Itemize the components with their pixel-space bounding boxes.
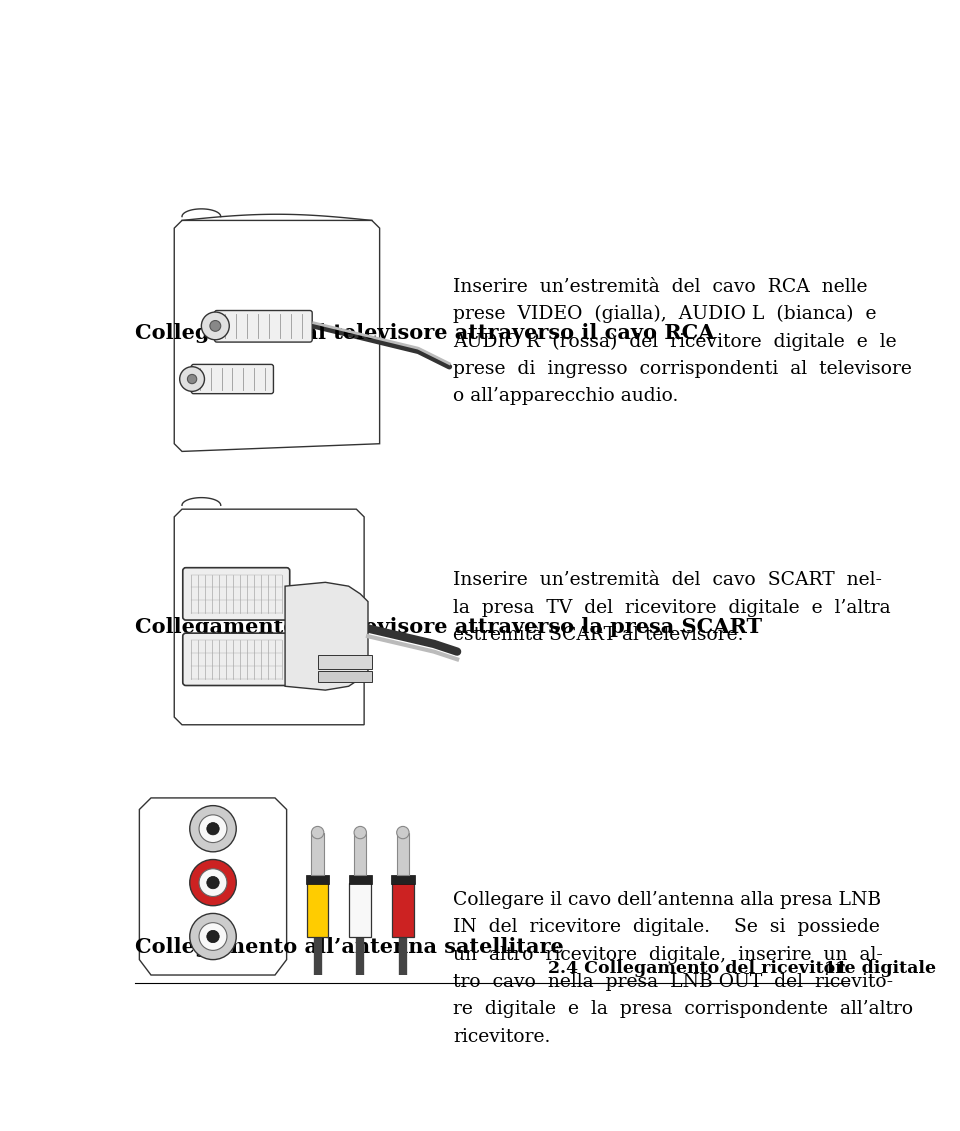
FancyBboxPatch shape <box>182 568 290 620</box>
Bar <box>349 882 372 936</box>
Bar <box>318 671 372 682</box>
Text: re  digitale  e  la  presa  corrispondente  all’altro: re digitale e la presa corrispondente al… <box>453 1001 913 1019</box>
Bar <box>306 875 329 884</box>
Circle shape <box>354 827 367 839</box>
Bar <box>348 875 372 884</box>
Circle shape <box>199 923 227 950</box>
Text: 11: 11 <box>824 960 848 977</box>
Bar <box>392 882 414 936</box>
Bar <box>354 832 367 875</box>
Circle shape <box>210 320 221 331</box>
Circle shape <box>202 312 229 339</box>
FancyBboxPatch shape <box>191 364 274 394</box>
Circle shape <box>311 827 324 839</box>
Text: Inserire  un’estremità  del  cavo  RCA  nelle: Inserire un’estremità del cavo RCA nelle <box>453 278 868 295</box>
Circle shape <box>396 827 409 839</box>
Circle shape <box>190 860 236 906</box>
FancyBboxPatch shape <box>214 311 312 342</box>
Text: Collegare il cavo dell’antenna alla presa LNB: Collegare il cavo dell’antenna alla pres… <box>453 891 881 909</box>
Text: ricevitore.: ricevitore. <box>453 1028 551 1046</box>
Text: o all’apparecchio audio.: o all’apparecchio audio. <box>453 388 679 405</box>
Text: estremità SCART al televisore.: estremità SCART al televisore. <box>453 627 744 644</box>
Circle shape <box>199 869 227 897</box>
Polygon shape <box>285 582 368 690</box>
Text: un  altro  ricevitore  digitale,  inserire  un  al-: un altro ricevitore digitale, inserire u… <box>453 946 883 964</box>
Text: IN  del  ricevitore  digitale.    Se  si  possiede: IN del ricevitore digitale. Se si possie… <box>453 918 880 936</box>
Text: Collegamento al televisore attraverso il cavo RCA: Collegamento al televisore attraverso il… <box>134 323 714 343</box>
Circle shape <box>190 914 236 959</box>
Bar <box>307 882 328 936</box>
Text: prese  VIDEO  (gialla),  AUDIO L  (bianca)  e: prese VIDEO (gialla), AUDIO L (bianca) e <box>453 305 876 323</box>
Text: la  presa  TV  del  ricevitore  digitale  e  l’altra: la presa TV del ricevitore digitale e l’… <box>453 598 891 616</box>
Circle shape <box>187 374 197 383</box>
Text: 2.4 Collegamento del ricevitore digitale: 2.4 Collegamento del ricevitore digitale <box>548 960 936 977</box>
Circle shape <box>206 822 219 835</box>
Bar <box>396 832 409 875</box>
Circle shape <box>206 931 219 942</box>
FancyBboxPatch shape <box>182 633 290 685</box>
Bar <box>311 832 324 875</box>
Text: AUDIO R  (rossa)  del  ricevitore  digitale  e  le: AUDIO R (rossa) del ricevitore digitale … <box>453 333 897 351</box>
Bar <box>318 656 372 670</box>
Text: tro  cavo  nella  presa  LNB OUT  del  ricevito-: tro cavo nella presa LNB OUT del ricevit… <box>453 973 894 991</box>
Bar <box>392 875 415 884</box>
Text: Collegamento al televisore attraverso la presa SCART: Collegamento al televisore attraverso la… <box>134 618 762 637</box>
Text: prese  di  ingresso  corrispondenti  al  televisore: prese di ingresso corrispondenti al tele… <box>453 360 912 378</box>
Text: Collegamento all’antenna satellitare: Collegamento all’antenna satellitare <box>134 936 564 957</box>
Circle shape <box>180 366 204 391</box>
Circle shape <box>199 814 227 843</box>
Circle shape <box>190 805 236 852</box>
Circle shape <box>206 877 219 889</box>
Text: Inserire  un’estremità  del  cavo  SCART  nel-: Inserire un’estremità del cavo SCART nel… <box>453 571 882 589</box>
